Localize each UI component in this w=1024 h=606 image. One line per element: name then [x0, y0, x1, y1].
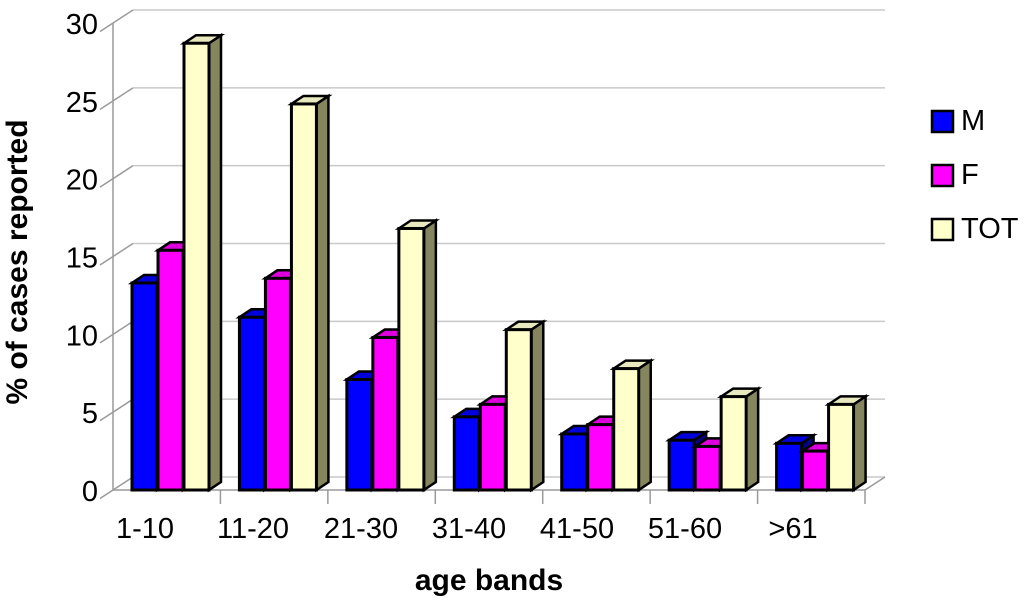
bar-TOT-11-20 [287, 93, 333, 493]
x-tick-label: 41-50 [540, 513, 614, 545]
x-tick-label: 21-30 [324, 513, 398, 545]
x-tick-label: 31-40 [432, 513, 506, 545]
x-axis-title: age bands [415, 564, 563, 597]
bar-side-face [637, 358, 652, 493]
x-tick-label: 1-10 [116, 513, 174, 545]
bar-front-face [182, 41, 211, 492]
y-tick-mark [99, 320, 134, 344]
bar-front-face [397, 226, 426, 492]
bar-side-face [744, 386, 760, 493]
bar-TOT-31-40 [502, 319, 548, 493]
bar-front-face [827, 402, 856, 492]
bar-front-face [667, 438, 696, 492]
y-tick-mark [99, 165, 134, 188]
y-tick-label: 20 [66, 165, 98, 197]
legend-item-M: M [930, 105, 985, 137]
y-tick-mark [99, 476, 134, 500]
x-tick-label: >61 [768, 513, 817, 545]
bar-front-face [237, 315, 266, 492]
bar-front-face [345, 377, 374, 492]
bar-front-face [371, 335, 400, 492]
floor-right-edge [864, 476, 886, 491]
legend-swatch-M [930, 109, 955, 134]
bar-side-face [207, 32, 223, 493]
bar-side-face [315, 93, 330, 493]
bar-front-face [775, 441, 804, 492]
bar-front-face [504, 328, 533, 492]
bar-side-face [852, 394, 867, 493]
bar-TOT-1-10 [179, 32, 226, 493]
bar-front-face [156, 248, 185, 492]
bar-front-face [289, 102, 318, 492]
bar-front-face [130, 281, 159, 492]
legend-item-TOT: TOT [930, 213, 1019, 245]
y-tick-label: 25 [66, 87, 98, 119]
y-tick-label: 0 [82, 476, 98, 508]
legend-label-F: F [961, 159, 979, 191]
bar-front-face [801, 449, 830, 492]
bars [127, 32, 870, 493]
legend: MF TOT [930, 105, 1019, 245]
y-tick-label: 10 [66, 320, 98, 352]
bar-front-face [560, 432, 589, 492]
x-tick-label: 51-60 [648, 513, 722, 545]
bar-front-face [263, 276, 292, 492]
bar-front-face [719, 395, 748, 492]
legend-label-TOT: TOT [961, 213, 1019, 245]
bar-front-face [612, 367, 641, 492]
y-tick-mark [99, 9, 134, 33]
y-tick-label: 5 [82, 398, 98, 430]
y-tick-label: 30 [66, 9, 98, 41]
y-tick-mark [99, 242, 134, 266]
bar-front-face [478, 402, 507, 492]
legend-swatch-F [930, 163, 955, 188]
bar-TOT-51-60 [717, 386, 763, 493]
legend-label-M: M [961, 105, 985, 137]
y-axis-title: % of cases reported [1, 119, 34, 404]
bar-front-face [693, 444, 722, 492]
bar-TOT->61 [824, 394, 870, 493]
legend-swatch-TOT [930, 217, 955, 242]
y-tick-mark [99, 398, 134, 422]
y-tick-mark [99, 87, 134, 110]
bar-front-face [452, 415, 481, 492]
legend-item-F: F [930, 159, 979, 191]
bar-TOT-21-30 [394, 218, 440, 493]
axis-labels: 0 5 10 15 20 25 30 1-10 11-20 21-30 31-40 41-50 51-6… [66, 9, 818, 545]
x-tick-label: 11-20 [217, 513, 289, 545]
y-tick-label: 15 [66, 243, 98, 275]
bar-side-face [422, 218, 438, 493]
bar-side-face [530, 319, 545, 493]
bar-TOT-41-50 [609, 358, 655, 493]
bar-front-face [586, 423, 615, 492]
